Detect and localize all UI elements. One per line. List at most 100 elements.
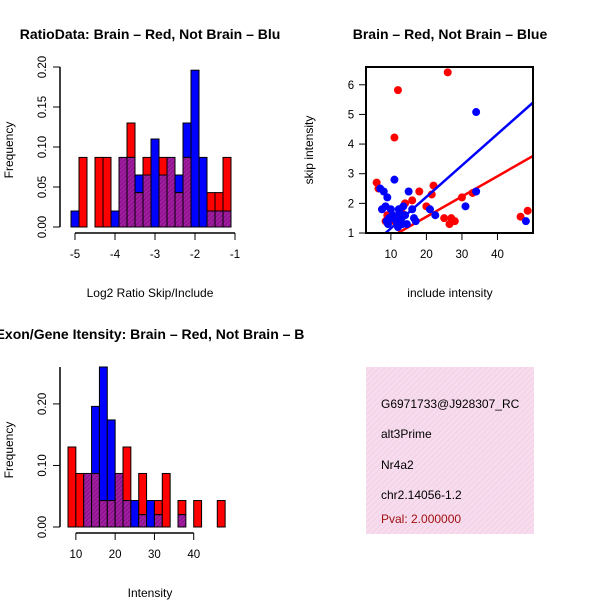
ratio-y-tick-label: 0.00 xyxy=(37,216,49,238)
ratio-xlabel: Log2 Ratio Skip/Include xyxy=(87,286,214,300)
ratio-brain-bar xyxy=(158,156,168,176)
scatter-point-notbrain xyxy=(384,220,393,229)
intensity-axes: 10 20 30 40 0.00 0.10 0.20 xyxy=(37,367,200,561)
intensity-brain-bar xyxy=(138,472,148,516)
intensity-x-tick-label: 30 xyxy=(148,549,161,561)
scatter-x-tick-label: 10 xyxy=(384,249,397,261)
ratio-notbrain-bar xyxy=(198,156,208,228)
scatter-point-notbrain xyxy=(379,187,388,196)
ratio-x-tick-label: -1 xyxy=(230,249,240,261)
intensity-brain-bar xyxy=(67,446,77,528)
intensity-y-tick-label: 0.20 xyxy=(37,393,49,415)
intensity-x-tick-label: 10 xyxy=(69,549,82,561)
scatter-point-brain xyxy=(408,196,417,205)
ratio-x-tick-label: -2 xyxy=(190,249,200,261)
ratio-axes: -5 -4 -3 -2 -1 0.00 0.05 0.10 0.15 0.20 xyxy=(37,56,240,261)
ratio-overlap-bar xyxy=(222,210,232,228)
ratio-y-tick-label: 0.10 xyxy=(37,136,49,158)
scatter-point-brain xyxy=(415,187,424,196)
ratio-brain-bar xyxy=(206,192,216,212)
intensity-xlabel: Intensity xyxy=(128,586,173,600)
intensity-brain-bar xyxy=(122,446,132,502)
intensity-bars xyxy=(67,366,226,528)
intensity-overlap-bar xyxy=(114,472,124,528)
scatter-point-notbrain xyxy=(390,175,399,184)
ratio-y-tick-label: 0.20 xyxy=(37,56,49,78)
fit-line-brain xyxy=(397,154,533,233)
intensity-brain-bar xyxy=(161,472,171,528)
intensity-y-tick-label: 0.10 xyxy=(37,454,49,476)
ratio-brain-bar xyxy=(78,156,88,228)
intensity-overlap-bar xyxy=(106,500,116,528)
scatter-point-notbrain xyxy=(521,217,530,226)
ratio-ylabel: Frequency xyxy=(2,122,16,179)
ratio-brain-bar xyxy=(102,156,112,228)
intensity-brain-bar xyxy=(193,500,203,528)
ratio-overlap-bar xyxy=(166,156,176,228)
scatter-point-brain xyxy=(516,212,525,221)
scatter-point-brain xyxy=(523,206,532,215)
intensity-x-tick-label: 40 xyxy=(187,549,200,561)
scatter-point-brain xyxy=(443,68,452,77)
event-type: alt3Prime xyxy=(381,427,432,441)
intensity-overlap-bar xyxy=(122,500,132,528)
ratio-notbrain-bar xyxy=(134,174,144,194)
scatter-point-brain xyxy=(393,86,402,95)
scatter-point-notbrain xyxy=(425,205,434,214)
ratio-brain-bar xyxy=(222,156,232,212)
genomic-location: chr2.14056-1.2 xyxy=(381,488,462,502)
intensity-histogram: Exon/Gene Itensity: Brain – Red, Not Bra… xyxy=(0,326,304,600)
ratio-title: RatioData: Brain – Red, Not Brain – Blu xyxy=(20,26,281,42)
scatter-frame xyxy=(365,66,534,234)
ratio-overlap-bar xyxy=(158,174,168,228)
scatter-point-notbrain xyxy=(472,187,481,196)
intensity-scatter: Brain – Red, Not Brain – Blue 10 20 30 40 1 2… xyxy=(302,26,547,300)
ratio-notbrain-bar xyxy=(70,210,80,228)
scatter-point-brain xyxy=(440,214,449,223)
ratio-brain-bar xyxy=(126,122,136,158)
scatter-points xyxy=(372,68,533,233)
intensity-notbrain-bar xyxy=(130,500,140,528)
ratio-y-tick-label: 0.05 xyxy=(37,176,49,198)
intensity-brain-bar xyxy=(177,500,187,516)
ratio-overlap-bar xyxy=(142,174,152,228)
scatter-y-tick-label: 2 xyxy=(348,198,354,210)
ratio-overlap-bar xyxy=(174,192,184,228)
scatter-point-notbrain xyxy=(394,205,403,214)
probe-id: G6971733@J928307_RC xyxy=(381,397,520,411)
ratio-bars xyxy=(70,69,232,228)
scatter-y-tick-label: 6 xyxy=(348,80,354,92)
scatter-point-brain xyxy=(390,133,399,142)
ratio-x-tick-label: -4 xyxy=(110,249,121,261)
scatter-point-brain xyxy=(445,220,454,229)
scatter-point-notbrain xyxy=(383,193,392,202)
info-panel: G6971733@J928307_RC alt3Prime Nr4a2 chr2… xyxy=(366,367,534,534)
intensity-overlap-bar xyxy=(177,514,187,528)
scatter-x-tick-label: 40 xyxy=(491,249,504,261)
intensity-overlap-bar xyxy=(138,514,148,528)
scatter-y-tick-label: 1 xyxy=(348,228,354,240)
gene-name: Nr4a2 xyxy=(381,458,414,472)
intensity-overlap-bar xyxy=(153,514,163,528)
scatter-point-notbrain xyxy=(391,214,400,223)
ratio-brain-bar xyxy=(142,156,152,176)
p-value: Pval: 2.000000 xyxy=(381,512,461,526)
intensity-x-tick-label: 20 xyxy=(109,549,122,561)
intensity-ylabel: Frequency xyxy=(2,422,16,479)
ratio-overlap-bar xyxy=(126,156,136,228)
scatter-point-notbrain xyxy=(398,220,407,229)
ratio-overlap-bar xyxy=(182,156,192,228)
intensity-notbrain-bar xyxy=(98,366,108,502)
ratio-notbrain-bar xyxy=(110,210,120,228)
ratio-notbrain-bar xyxy=(190,69,200,228)
scatter-y-tick-label: 4 xyxy=(348,139,355,151)
ratio-overlap-bar xyxy=(206,210,216,228)
intensity-notbrain-bar xyxy=(146,500,155,528)
scatter-point-notbrain xyxy=(431,211,440,220)
intensity-brain-bar xyxy=(153,500,163,516)
scatter-point-notbrain xyxy=(472,108,481,117)
scatter-x-tick-label: 30 xyxy=(456,249,469,261)
scatter-plot-area: 10 20 30 40 1 2 3 4 5 6 xyxy=(348,66,534,261)
intensity-overlap-bar xyxy=(91,472,100,528)
